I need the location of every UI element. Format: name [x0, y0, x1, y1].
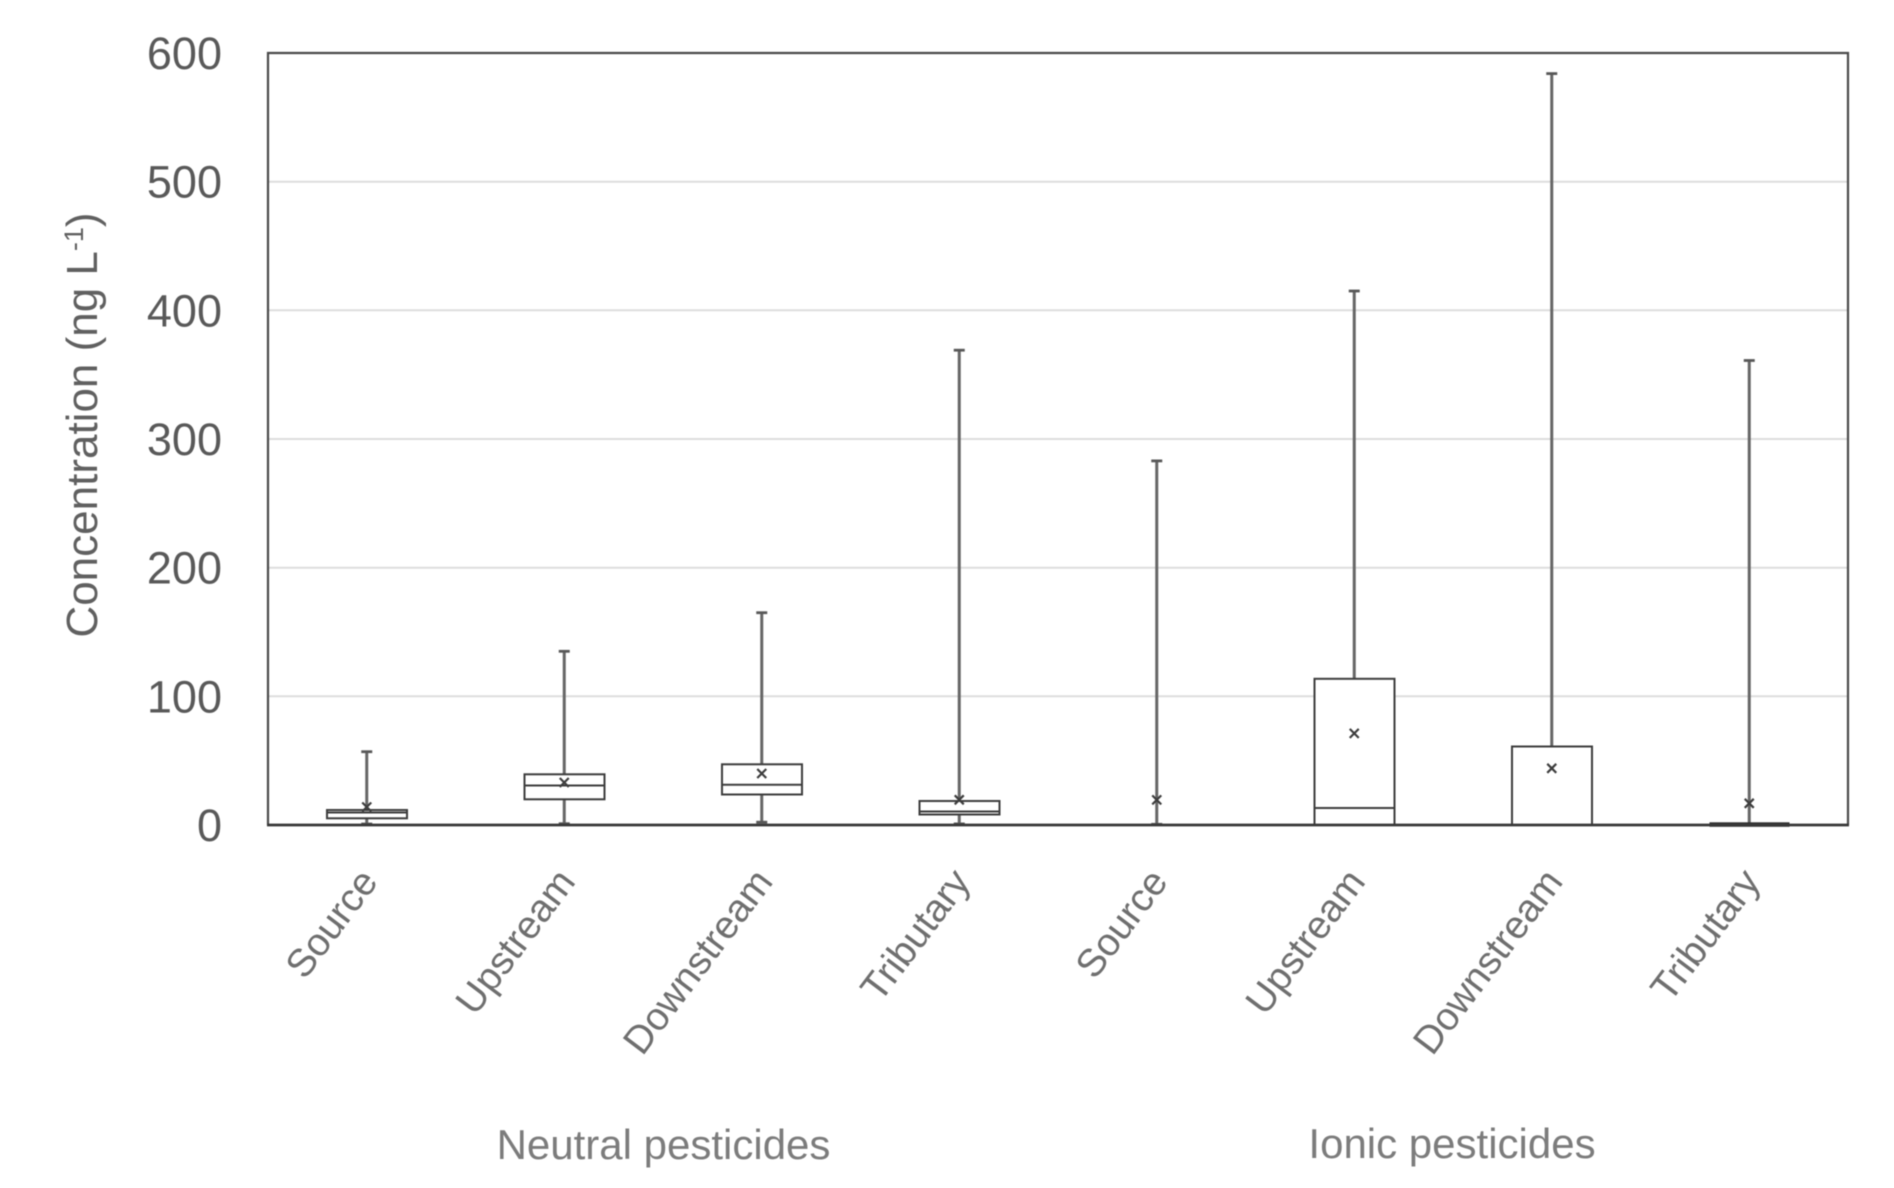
svg-text:200: 200	[147, 543, 222, 594]
svg-text:600: 600	[147, 28, 222, 79]
svg-text:300: 300	[147, 414, 222, 465]
svg-text:Ionic pesticides: Ionic pesticides	[1308, 1120, 1595, 1167]
svg-text:100: 100	[147, 671, 222, 722]
svg-text:Concentration (ng L-1): Concentration (ng L-1)	[58, 212, 107, 637]
svg-text:500: 500	[147, 157, 222, 208]
svg-text:Neutral pesticides: Neutral pesticides	[497, 1121, 831, 1168]
svg-text:0: 0	[197, 800, 222, 851]
svg-text:400: 400	[147, 285, 222, 336]
